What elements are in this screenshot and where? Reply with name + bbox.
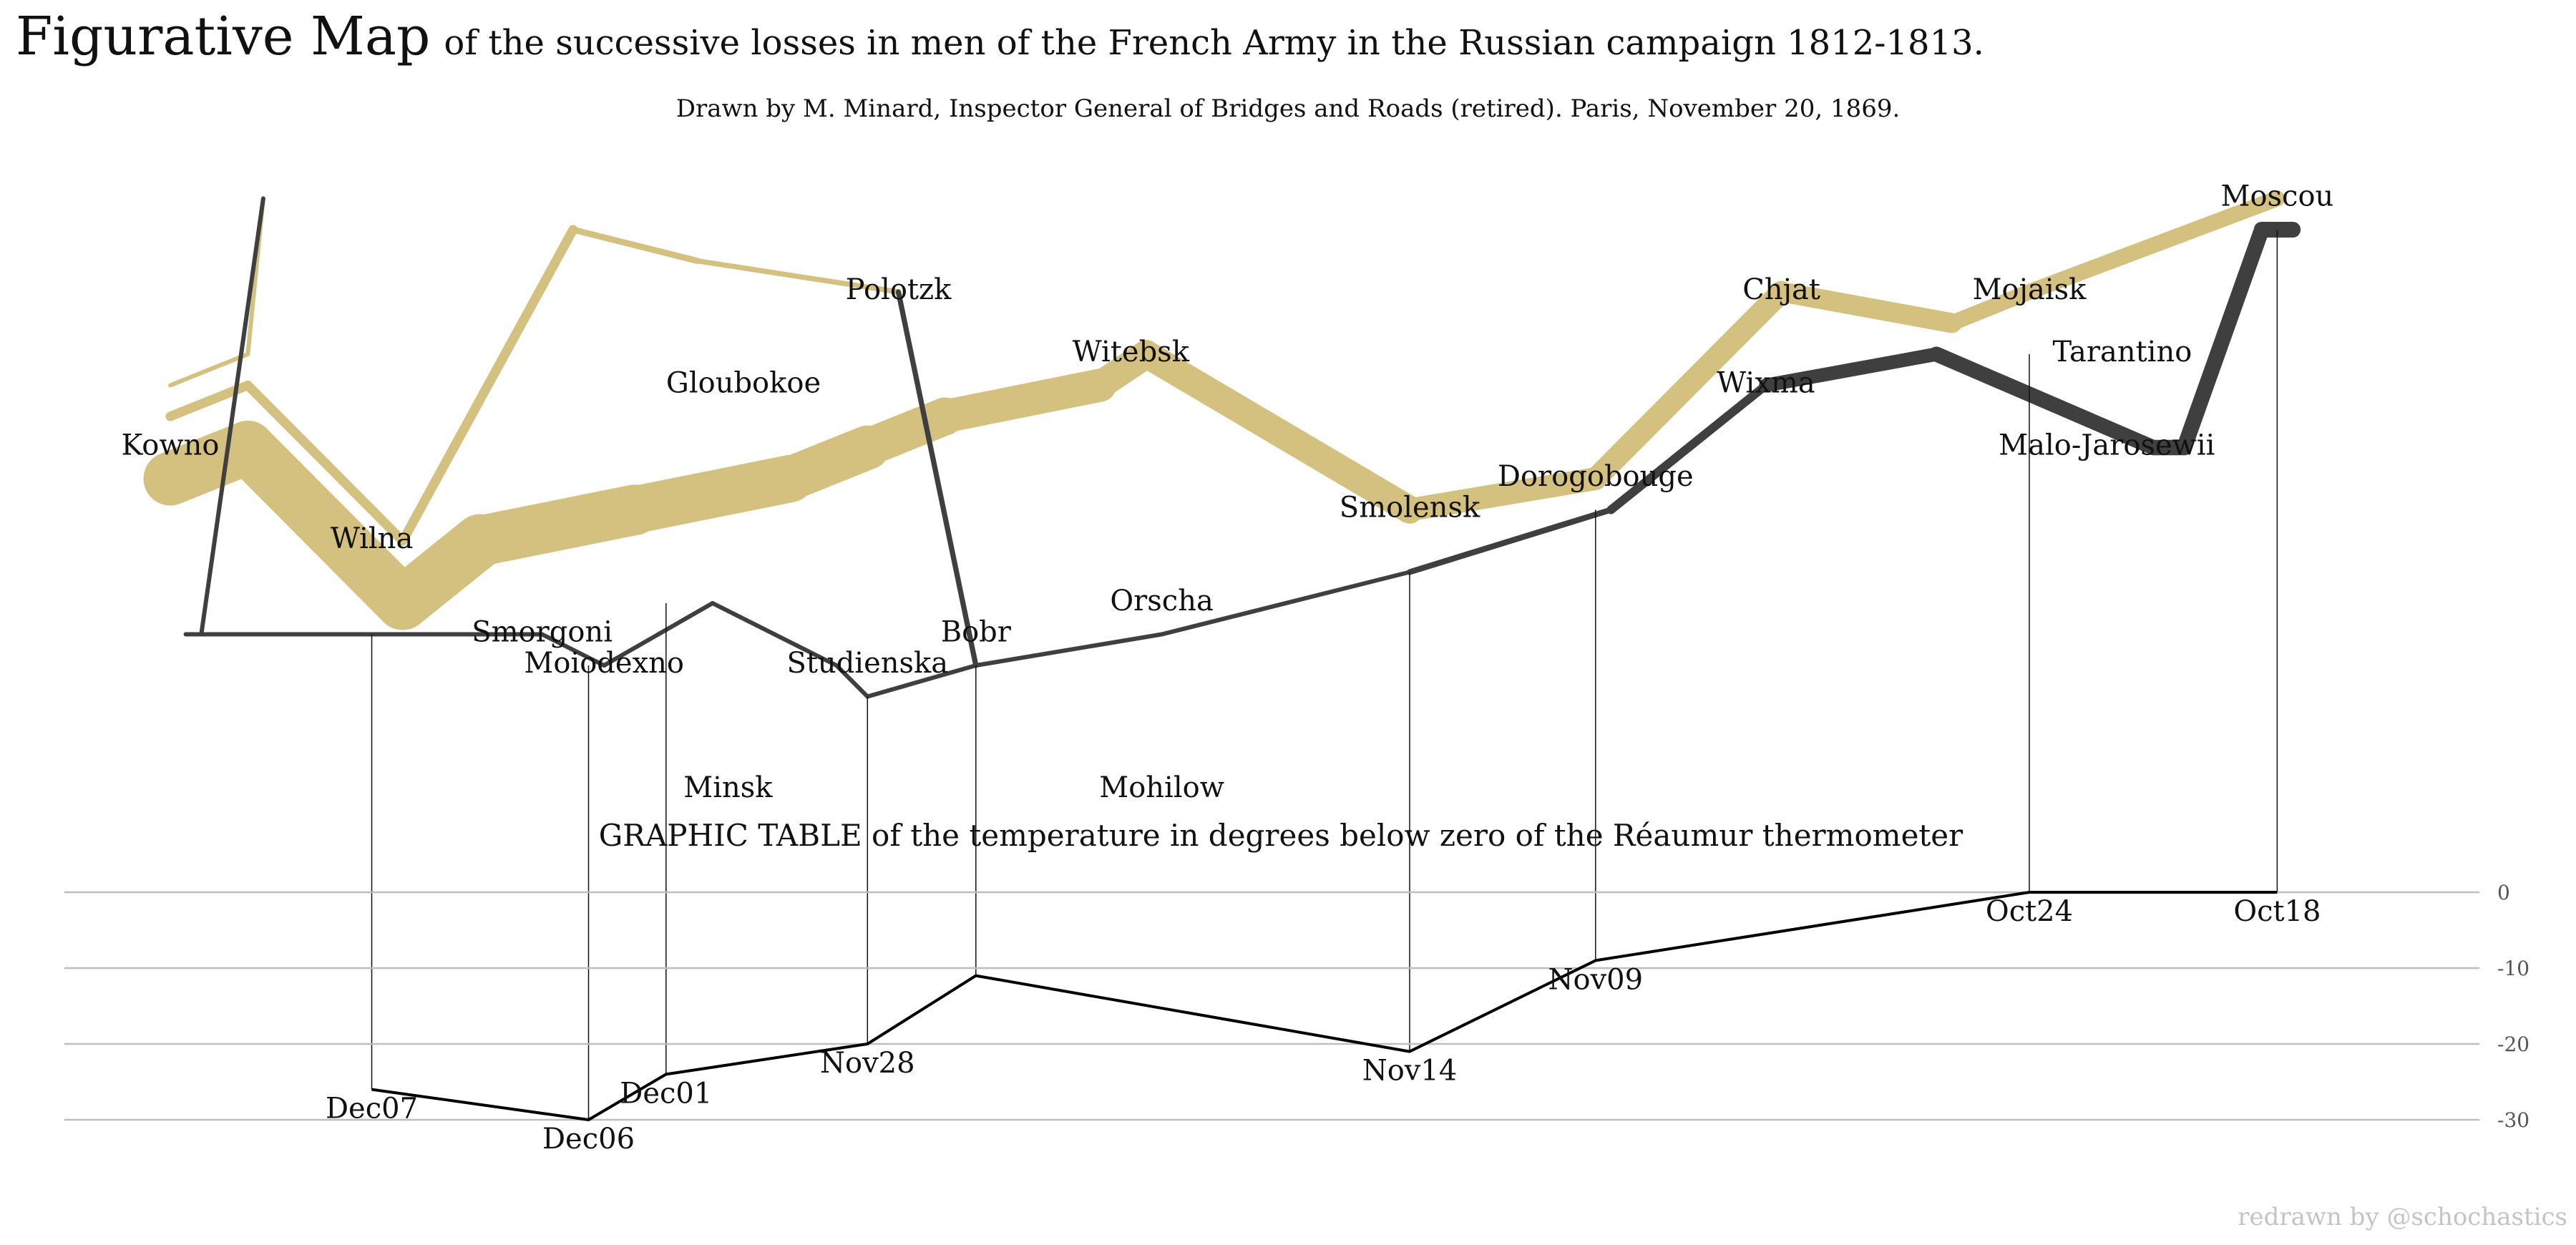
city-label: Malo-Jarosewii [1999,429,2215,462]
temperature-date-label: Oct24 [1986,895,2073,928]
troop-segment [2176,222,2270,456]
city-label: Mojaisk [1973,273,2087,306]
troop-segment [834,663,870,699]
temperature-date-label: Dec01 [620,1077,712,1110]
temperature-line [371,891,2278,1121]
city-label: Kowno [122,429,220,462]
troop-segment [454,484,660,567]
temperature-date-label: Dec07 [326,1093,418,1126]
city-label: Moscou [2220,180,2333,213]
temperature-date-label: Dec06 [542,1123,635,1156]
city-label: Bobr [941,616,1012,649]
troop-segment [611,454,814,534]
troop-segment [2021,190,2285,301]
troop-segment [1759,347,1943,393]
city-label: Smorgoni [472,616,613,649]
city-label: Gloubokoe [666,367,821,400]
troop-segment [1771,282,1962,333]
troop-segment [602,601,715,668]
city-label: Moiodexno [524,647,684,680]
troop-segment [570,226,701,264]
temperature-date-label: Oct18 [2233,895,2321,928]
city-label: Chjat [1742,273,1820,306]
troop-path-retreat-2 [895,289,979,668]
y-tick-label: 0 [2497,881,2510,904]
y-tick-label: -10 [2497,957,2529,980]
city-label: Orscha [1110,585,1213,617]
troop-segment [398,225,578,546]
credit-text: redrawn by @schochastics [2238,1203,2567,1231]
troop-segment [1132,340,1424,524]
troop-segment [895,289,979,668]
troop-segment [1943,283,2038,331]
troop-segment [1606,381,1770,514]
troop-segment [694,258,902,295]
city-label: Wixma [1717,367,1815,400]
city-label: Minsk [683,771,773,804]
chart-subtitle: Drawn by M. Minard, Inspector General of… [676,94,1901,123]
temperature-date-label: Nov14 [1362,1055,1458,1088]
y-tick-label: -20 [2497,1032,2529,1056]
troop-segment [1398,467,1607,522]
temperature-title: GRAPHIC TABLE of the temperature in degr… [599,818,1963,853]
troop-segment [199,196,265,637]
troop-paths [143,190,2301,699]
temperature-date-label: Nov28 [820,1047,915,1080]
troop-segment [1928,346,2161,456]
troop-segment [168,352,250,388]
city-label: Studienska [786,647,948,680]
troop-segment [928,368,1117,434]
title-rest: of the successive losses in men of the F… [444,23,1984,63]
troop-path-advance-1 [143,190,2285,630]
temperature-panel: GRAPHIC TABLE of the temperature in degr… [64,818,2529,1156]
temperature-date-label: Nov09 [1548,963,1644,996]
city-label: Mohilow [1099,771,1224,804]
troop-segment [973,632,1164,668]
troop-segment [1159,570,1412,637]
troop-path-retreat-3 [183,196,265,637]
city-label: Witebsk [1073,336,1190,368]
troop-segment [865,663,978,699]
city-label: Polotzk [846,273,952,306]
chart-title: Figurative Map of the successive losses … [16,6,1984,67]
city-label: Tarantino [2052,336,2192,368]
troop-segment [220,421,430,630]
city-label: Smolensk [1340,492,1480,524]
title-main: Figurative Map [16,6,430,67]
troop-segment [1406,507,1614,575]
y-tick-label: -30 [2497,1108,2529,1132]
troop-segment [710,601,839,668]
city-label: Wilna [331,522,414,555]
city-label: Dorogobouge [1498,460,1694,493]
troop-segment [1584,280,1793,490]
troop-path-retreat-1 [183,221,2301,699]
troop-path-advance-2 [165,225,902,546]
troop-segment [540,632,607,668]
troop-segment [243,380,408,546]
